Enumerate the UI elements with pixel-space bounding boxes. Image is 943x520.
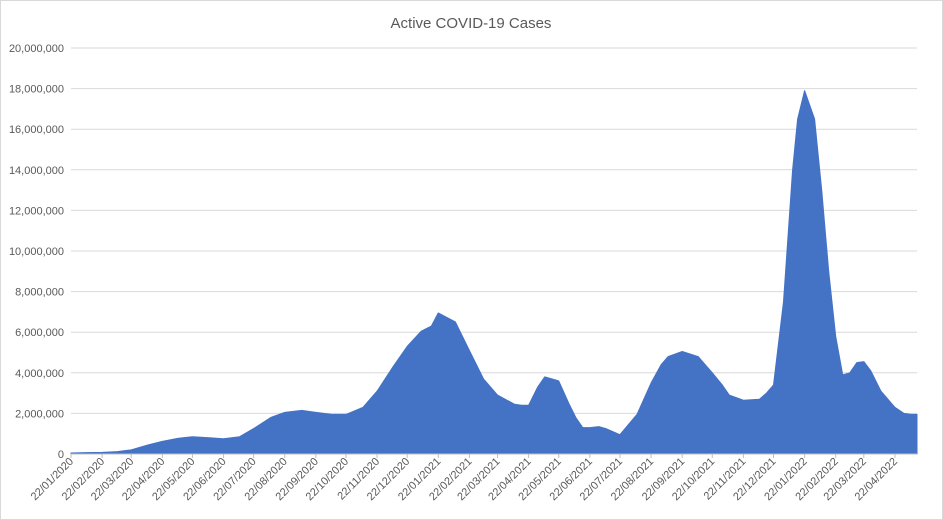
y-tick-label: 16,000,000 (9, 124, 64, 136)
y-tick-label: 4,000,000 (15, 368, 64, 380)
x-axis-tick-labels: 22/01/202022/02/202022/03/202022/04/2020… (29, 456, 900, 503)
y-tick-label: 8,000,000 (15, 287, 64, 299)
y-tick-label: 6,000,000 (15, 327, 64, 339)
y-tick-label: 12,000,000 (9, 205, 64, 217)
active-cases-area (70, 90, 918, 455)
data-area-group (70, 90, 918, 455)
x-axis (70, 453, 917, 458)
y-tick-label: 18,000,000 (9, 84, 64, 96)
y-tick-label: 0 (58, 449, 64, 461)
y-tick-label: 20,000,000 (9, 43, 64, 55)
chart-title: Active COVID-19 Cases (391, 15, 552, 32)
y-tick-label: 10,000,000 (9, 246, 64, 258)
gridlines (71, 47, 917, 414)
y-axis-tick-labels: 0 2,000,000 4,000,000 6,000,000 8,000,000 10,… (9, 43, 64, 461)
y-tick-label: 14,000,000 (9, 165, 64, 177)
y-tick-label: 2,000,000 (15, 408, 64, 420)
